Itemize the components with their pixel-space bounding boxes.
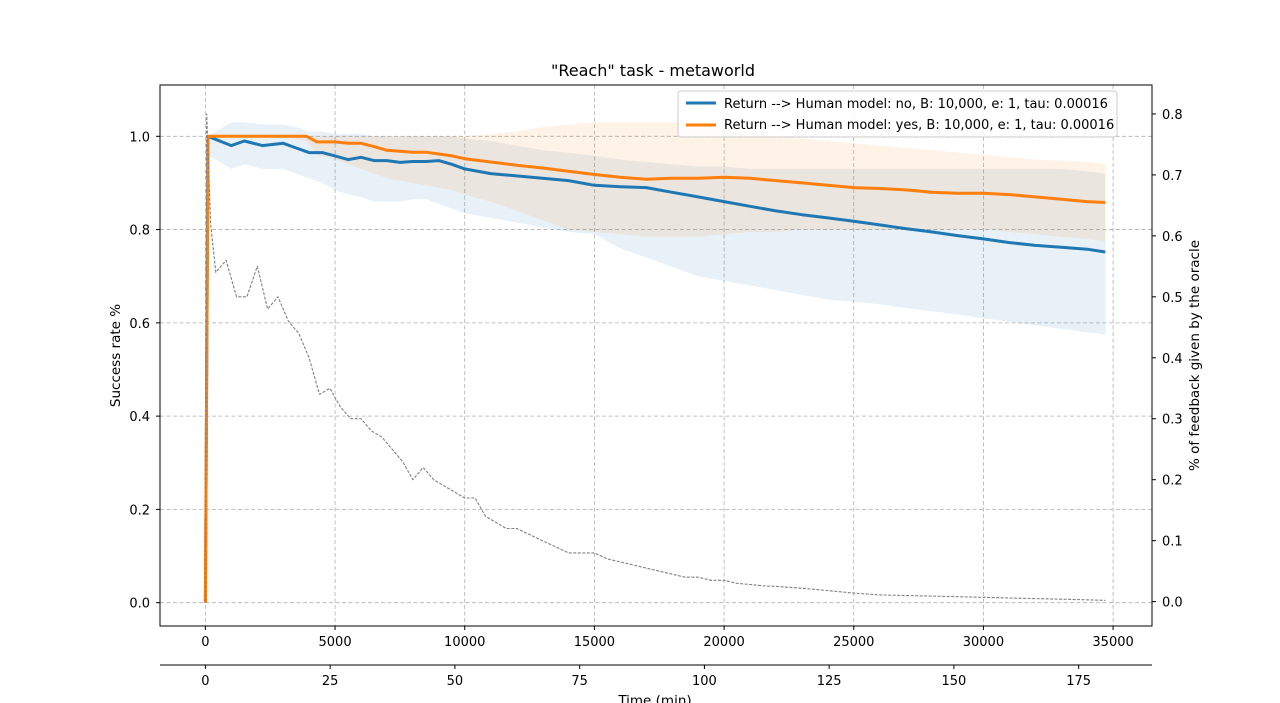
y-tick-label: 0.8 bbox=[129, 224, 150, 239]
y-right-tick-label: 0.5 bbox=[1162, 291, 1183, 306]
line-series-2 bbox=[204, 113, 1106, 602]
y-tick-label: 0.2 bbox=[129, 503, 150, 518]
y-tick-label: 1.0 bbox=[129, 130, 150, 145]
x-tick-label: 30000 bbox=[963, 635, 1004, 650]
time-axis-ticks: 0 25 50 75 100 125 150 175 bbox=[201, 665, 1091, 689]
y-right-axis-ticks: 0.0 0.1 0.2 0.3 0.4 0.5 0.6 0.7 0.8 bbox=[1152, 108, 1183, 611]
time-axis-label: Time (min) bbox=[617, 693, 691, 703]
legend-box bbox=[677, 90, 1118, 138]
x-axis-ticks: 0 5000 10000 15000 20000 25000 30000 35000 bbox=[201, 626, 1134, 650]
y-right-tick-label: 0.4 bbox=[1162, 352, 1183, 367]
x-tick-label: 5000 bbox=[319, 635, 352, 650]
legend: Return --> Human model: no, B: 10,000, e… bbox=[677, 90, 1118, 138]
line-series-1 bbox=[203, 134, 1106, 603]
y-axis-label: Success rate % bbox=[108, 304, 124, 407]
y-right-tick-label: 0.3 bbox=[1162, 413, 1183, 428]
time-tick-label: 175 bbox=[1066, 674, 1091, 689]
y-tick-label: 0.0 bbox=[129, 597, 150, 612]
plot-frame bbox=[159, 84, 1153, 627]
x-tick-label: 15000 bbox=[574, 635, 615, 650]
band-series-1 bbox=[205, 122, 1106, 603]
y-right-tick-label: 0.6 bbox=[1162, 230, 1183, 245]
y-right-tick-label: 0.2 bbox=[1162, 474, 1183, 489]
time-tick-label: 100 bbox=[692, 674, 717, 689]
time-tick-label: 125 bbox=[817, 674, 842, 689]
legend-label-series-0: Return --> Human model: no, B: 10,000, e… bbox=[724, 97, 1108, 112]
time-tick-label: 150 bbox=[941, 674, 966, 689]
series-lines bbox=[203, 113, 1106, 603]
x-tick-label: 35000 bbox=[1092, 635, 1133, 650]
confidence-bands bbox=[205, 122, 1106, 603]
x-tick-label: 20000 bbox=[703, 635, 744, 650]
line-series-0 bbox=[203, 134, 1106, 603]
y-right-axis-label: % of feedback given by the oracle bbox=[1187, 240, 1203, 471]
legend-label-series-1: Return --> Human model: yes, B: 10,000, … bbox=[724, 118, 1114, 133]
y-right-tick-label: 0.7 bbox=[1162, 169, 1183, 184]
x-tick-label: 10000 bbox=[444, 635, 485, 650]
y-right-tick-label: 0.8 bbox=[1162, 108, 1183, 123]
y-right-tick-label: 0.0 bbox=[1162, 596, 1183, 611]
x-tick-label: 25000 bbox=[833, 635, 874, 650]
time-tick-label: 0 bbox=[201, 674, 209, 689]
grid bbox=[160, 85, 1152, 626]
y-axis-ticks: 0.0 0.2 0.4 0.6 0.8 1.0 bbox=[129, 130, 160, 612]
time-tick-label: 25 bbox=[322, 674, 339, 689]
time-tick-label: 50 bbox=[447, 674, 464, 689]
chart-title: "Reach" task - metaworld bbox=[551, 61, 755, 80]
y-right-tick-label: 0.1 bbox=[1162, 535, 1183, 550]
band-series-0 bbox=[205, 122, 1106, 603]
y-tick-label: 0.4 bbox=[129, 410, 150, 425]
x-tick-label: 0 bbox=[201, 635, 209, 650]
time-tick-label: 75 bbox=[571, 674, 588, 689]
y-tick-label: 0.6 bbox=[129, 317, 150, 332]
